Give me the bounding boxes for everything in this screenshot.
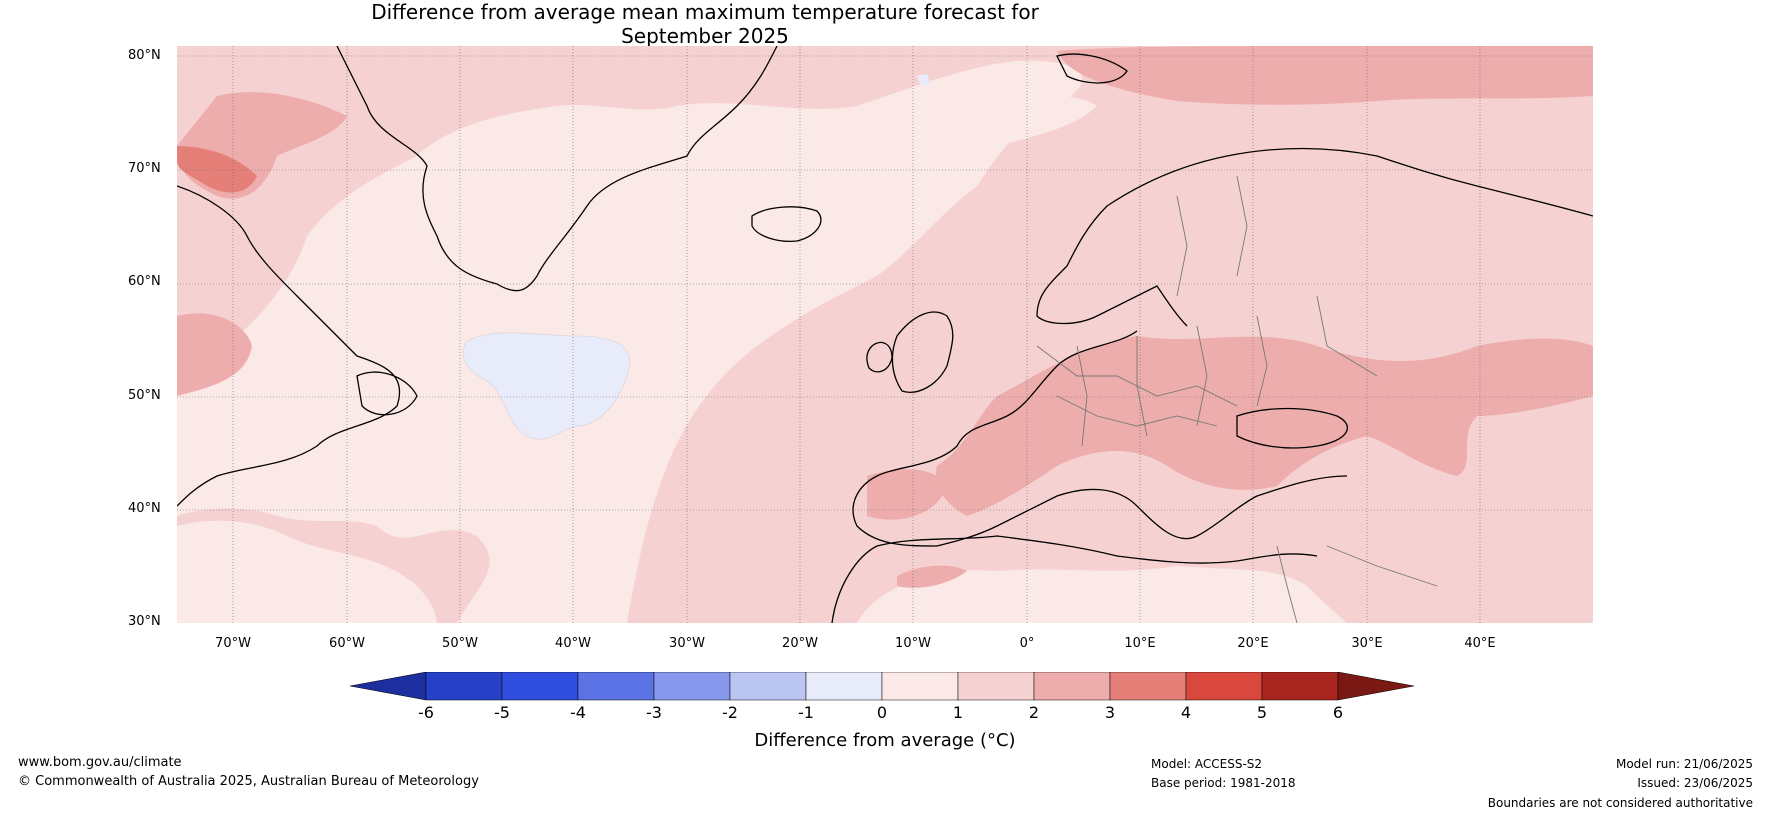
colorbar-tick-label: 5 (1256, 703, 1268, 722)
colorbar-tick-label: -1 (798, 703, 814, 722)
anomaly-3-4-baffin (177, 146, 257, 193)
model-run-text: Model run: 21/06/2025 (1615, 757, 1753, 771)
canada-coast (177, 185, 401, 507)
lat-label-60n: 60°N (128, 274, 161, 289)
colorbar-segment (1109, 672, 1187, 701)
colorbar-tick-label: -2 (722, 703, 738, 722)
europe-coast (852, 147, 1593, 547)
colorbar-tick-label: -3 (646, 703, 662, 722)
lat-label-80n: 80°N (128, 48, 161, 63)
colorbar-segment (805, 672, 883, 701)
website-link[interactable]: www.bom.gov.au/climate (18, 755, 182, 770)
map-title: Difference from average mean maximum tem… (0, 0, 1410, 48)
anomaly-2-3-iberia (867, 469, 947, 520)
anomaly-negative-arctic (917, 74, 931, 86)
colorbar-segment (881, 672, 959, 701)
colorbar-segment (653, 672, 731, 701)
anomaly-0-1-africa (857, 566, 1347, 623)
model-text: Model: ACCESS-S2 (1151, 757, 1263, 771)
lon-label-0: 0° (1019, 636, 1035, 651)
anomaly-0-1-south (177, 520, 437, 623)
colorbar-segment (1033, 672, 1111, 701)
greenland-coast (336, 46, 778, 292)
africa-coast (831, 535, 1318, 623)
anomaly-0-1-arctic (817, 96, 1097, 206)
lon-label-30e: 30°E (1351, 636, 1383, 651)
colorbar-segment (425, 672, 503, 701)
lon-label-10w: 10°W (895, 636, 931, 651)
lon-label-30w: 30°W (669, 636, 705, 651)
title-line-1: Difference from average mean maximum tem… (371, 0, 1039, 24)
colorbar-tick-label: 0 (876, 703, 888, 722)
lat-label-70n: 70°N (128, 161, 161, 176)
colorbar-tick-label: 2 (1028, 703, 1040, 722)
newfoundland-coast (356, 371, 418, 416)
lon-label-20e: 20°E (1237, 636, 1269, 651)
temperature-anomaly-map (177, 46, 1593, 623)
colorbar-segment (729, 672, 807, 701)
britain-coast (891, 311, 954, 393)
colorbar-segment (957, 672, 1035, 701)
lon-label-20w: 20°W (782, 636, 818, 651)
colorbar-tick-label: 3 (1104, 703, 1116, 722)
base-period-text: Base period: 1981-2018 (1151, 776, 1296, 790)
colorbar-segment (501, 672, 579, 701)
colorbar-extend-high (1337, 672, 1415, 701)
lon-label-40w: 40°W (555, 636, 591, 651)
colorbar-tick-label: -4 (570, 703, 586, 722)
colorbar-tick-label: -6 (418, 703, 434, 722)
colorbar-segment (577, 672, 655, 701)
svalbard-coast (1056, 53, 1128, 84)
colorbar-extend-low (350, 672, 427, 701)
lon-label-10e: 10°E (1124, 636, 1156, 651)
title-line-2: September 2025 (621, 24, 789, 48)
country-borders (1036, 175, 1438, 623)
lon-label-70w: 70°W (215, 636, 251, 651)
colorbar-label: Difference from average (°C) (754, 730, 1016, 751)
lon-label-50w: 50°W (442, 636, 478, 651)
anomaly-2-3-sahara (897, 565, 967, 588)
colorbar-tick-label: -5 (494, 703, 510, 722)
anomaly-2-3-svalbard (1057, 46, 1593, 105)
lat-label-50n: 50°N (128, 388, 161, 403)
ireland-coast (866, 341, 893, 373)
anomaly-0-1-region (177, 60, 1083, 623)
lon-label-40e: 40°E (1464, 636, 1496, 651)
lat-label-40n: 40°N (128, 501, 161, 516)
colorbar (350, 672, 1415, 701)
colorbar-segment (1185, 672, 1263, 701)
disclaimer-text: Boundaries are not considered authoritat… (1487, 796, 1753, 810)
lat-label-30n: 30°N (128, 614, 161, 629)
colorbar-tick-label: 6 (1332, 703, 1344, 722)
lon-label-60w: 60°W (329, 636, 365, 651)
colorbar-segment (1261, 672, 1339, 701)
anomaly-negative-atlantic (462, 332, 630, 440)
iceland-coast (751, 206, 822, 242)
graticule (177, 46, 1593, 623)
black-sea-coast (1236, 407, 1349, 449)
colorbar-tick-label: 4 (1180, 703, 1192, 722)
coastlines (177, 46, 1593, 623)
issued-text: Issued: 23/06/2025 (1637, 776, 1753, 790)
anomaly-2-3-europe (936, 336, 1593, 516)
copyright-text: © Commonwealth of Australia 2025, Austra… (18, 774, 479, 789)
colorbar-tick-label: 1 (952, 703, 964, 722)
